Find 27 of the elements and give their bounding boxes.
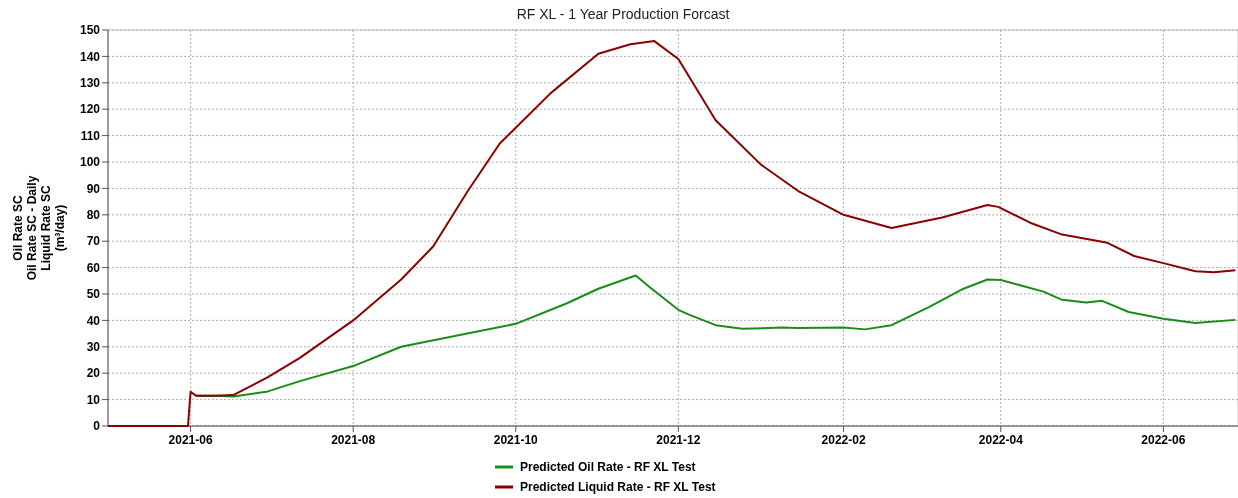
chart-title: RF XL - 1 Year Production Forcast: [516, 6, 730, 22]
y-tick-label: 80: [86, 208, 101, 222]
x-tick-label: 2021-06: [168, 433, 213, 447]
y-tick-label: 50: [86, 287, 101, 302]
x-tick-label: 2021-08: [331, 433, 376, 447]
y-tick-label: 150: [79, 23, 101, 38]
x-tick-label: 2021-12: [656, 433, 701, 447]
y-axis-title: Oil Rate SC Oil Rate SC - Daily Liquid Rate SC (m³/day): [11, 175, 67, 281]
legend-label: Predicted Oil Rate - RF XL Test: [520, 460, 696, 475]
y-tick-label: 40: [86, 313, 101, 328]
y-tick-label: 0: [93, 419, 101, 434]
x-tick-label: 2022-02: [821, 433, 866, 447]
x-tick-label: 2022-06: [1141, 433, 1186, 447]
y-tick-label: 70: [86, 234, 101, 249]
y-tick-label: 110: [80, 128, 101, 143]
x-tick-label: 2021-10: [493, 433, 539, 447]
y-tick-label: 20: [86, 366, 101, 381]
y-tick-label: 100: [79, 155, 101, 170]
x-tick-label: 2022-04: [978, 433, 1024, 447]
y-tick-label: 30: [86, 340, 101, 354]
y-tick-label: 10: [86, 392, 101, 407]
legend-label: Predicted Liquid Rate - RF XL Test: [520, 480, 716, 495]
y-tick-label: 90: [86, 181, 101, 196]
y-tick-label: 60: [86, 260, 101, 275]
y-tick-label: 130: [79, 76, 101, 90]
y-tick-label: 120: [79, 102, 101, 117]
y-tick-label: 140: [79, 49, 101, 64]
